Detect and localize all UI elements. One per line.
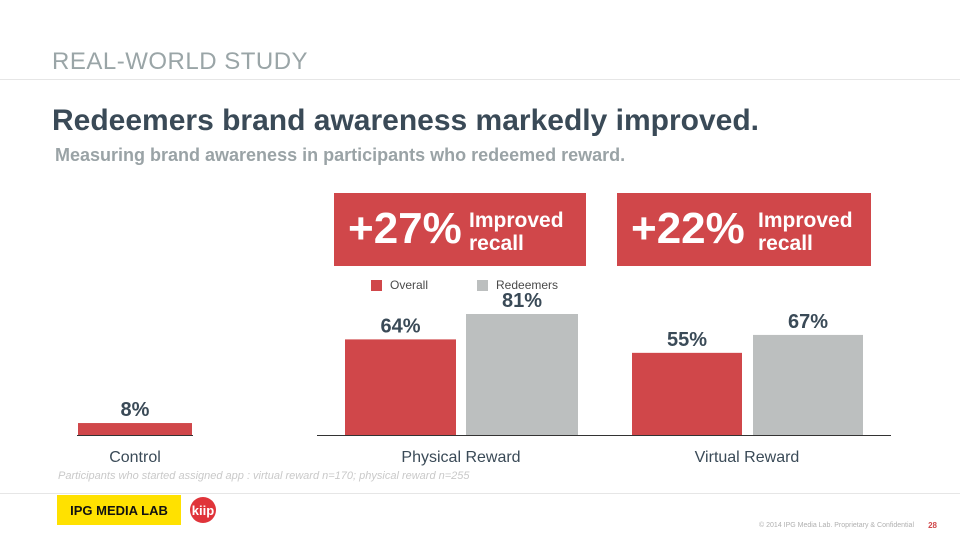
bar-virtual-reward-overall (632, 352, 742, 435)
data-label-physical-reward-overall: 64% (380, 315, 420, 337)
category-label-physical-reward: Physical Reward (401, 449, 520, 466)
legend-redeemers-swatch (477, 279, 488, 291)
callout-virtual-line2: recall (758, 232, 813, 255)
legend-overall: Overall (371, 278, 428, 292)
data-label-virtual-reward-redeemers: 67% (788, 311, 828, 333)
data-label-control-overall: 8% (121, 399, 150, 421)
footer-divider (0, 493, 960, 494)
legend-redeemers-label: Redeemers (496, 278, 559, 292)
callout-physical-value: +27% (348, 204, 462, 253)
callout-physical-line2: recall (469, 232, 524, 255)
page-number: 28 (928, 521, 937, 530)
legend-redeemers: Redeemers (477, 278, 558, 292)
footnote: Participants who started assigned app : … (58, 470, 470, 482)
data-label-virtual-reward-overall: 55% (667, 329, 707, 351)
callout-physical-text: Improved recall (469, 209, 564, 255)
bar-physical-reward-redeemers (466, 314, 578, 435)
data-label-physical-reward-redeemers: 81% (502, 290, 542, 312)
slide-subtitle: Measuring brand awareness in participant… (55, 145, 626, 165)
ipg-media-lab-logo: IPG MEDIA LAB (57, 495, 181, 525)
callout-virtual-line1: Improved (758, 209, 853, 232)
slide-title: Redeemers brand awareness markedly impro… (52, 104, 759, 137)
legend-overall-label: Overall (390, 278, 429, 292)
copyright: © 2014 IPG Media Lab. Proprietary & Conf… (759, 522, 914, 529)
callout-virtual-text: Improved recall (758, 209, 853, 255)
callout-physical-line1: Improved (469, 209, 564, 232)
callout-physical: +27% Improved recall (334, 193, 586, 266)
callout-virtual: +22% Improved recall (617, 193, 871, 266)
section-label: REAL-WORLD STUDY (52, 48, 309, 75)
category-label-virtual-reward: Virtual Reward (695, 449, 800, 466)
legend-overall-swatch (371, 279, 382, 291)
kiip-logo: kiip (190, 497, 216, 523)
bar-control-overall (78, 423, 192, 435)
bar-physical-reward-overall (345, 339, 456, 435)
category-label-control: Control (109, 449, 161, 466)
bar-virtual-reward-redeemers (753, 334, 863, 435)
header-divider (0, 79, 960, 80)
callout-virtual-value: +22% (631, 204, 745, 253)
